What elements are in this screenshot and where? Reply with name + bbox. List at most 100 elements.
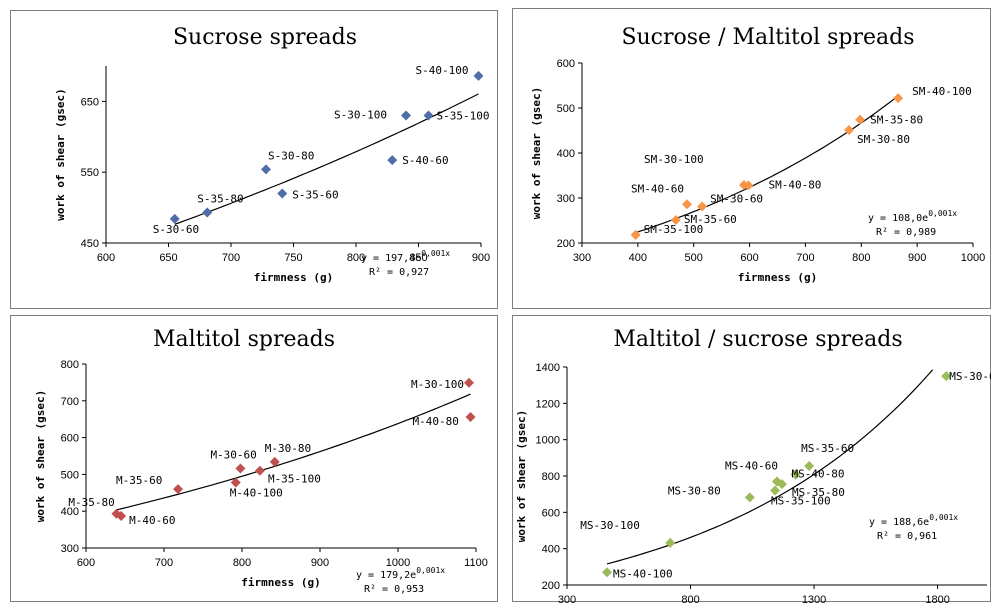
data-point: [423, 110, 434, 121]
data-point: [473, 70, 484, 81]
trend-equation: y = 108,0e0,001x: [868, 209, 957, 224]
chart-svg: Sucrose spreads 600 650 700 750 800 850 900 450 5…: [54, 25, 490, 284]
point-label: S-35-100: [437, 110, 490, 123]
chart-svg: Maltitol / sucrose spreads 300 800 1300 1800…: [515, 327, 991, 603]
data-point: [465, 411, 476, 422]
x-tick-label: 300: [573, 252, 591, 264]
point-label: SM-30-60: [710, 193, 763, 206]
chart-title: Sucrose spreads: [173, 25, 357, 50]
data-point: [670, 215, 681, 226]
data-point: [261, 164, 271, 175]
data-point: [770, 485, 781, 496]
data-point: [230, 477, 241, 488]
point-label: SM-40-100: [912, 85, 972, 98]
data-point: [202, 207, 213, 218]
x-axis-label: firmness (g): [254, 271, 333, 284]
data-point: [744, 492, 755, 503]
chart-svg: Sucrose / Maltitol spreads 300 400 500 600 70…: [530, 25, 985, 284]
x-tick-label: 800: [681, 594, 699, 603]
y-axis-label: work of shear (gsec): [515, 410, 528, 542]
x-tick-label: 800: [347, 252, 365, 264]
trend-equation: y = 197,4e0,001x: [361, 249, 450, 264]
y-tick-label: 1200: [536, 398, 560, 410]
data-point: [743, 180, 754, 191]
r-squared: R² = 0,989: [876, 227, 936, 238]
y-tick-label: 800: [61, 359, 79, 371]
x-tick-label: 850: [409, 252, 427, 264]
point-label: MS-35-80: [792, 486, 845, 499]
data-point: [602, 567, 613, 578]
y-tick-label: 300: [557, 193, 575, 205]
y-tick-label: 500: [61, 469, 79, 481]
x-tick-label: 600: [77, 557, 95, 569]
x-tick-label: 800: [852, 252, 870, 264]
y-axis-label: work of shear (gsec): [530, 87, 543, 219]
chart-title: Maltitol / sucrose spreads: [613, 327, 902, 352]
point-label: SM-35-100: [644, 223, 704, 236]
y-tick-label: 650: [81, 96, 99, 108]
data-point: [630, 229, 641, 240]
r-squared: R² = 0,961: [877, 531, 937, 542]
y-tick-label: 600: [542, 507, 560, 519]
data-point: [387, 155, 398, 166]
y-tick-label: 700: [61, 396, 79, 408]
y-tick-label: 500: [557, 103, 575, 115]
x-tick-label: 600: [97, 252, 115, 264]
x-axis-label: firmness (g): [241, 576, 320, 589]
data-point: [401, 110, 411, 121]
y-tick-label: 200: [542, 580, 560, 592]
point-label: MS-40-60: [725, 459, 778, 472]
point-label: SM-35-60: [684, 213, 737, 226]
data-point: [277, 188, 288, 199]
x-tick-label: 900: [311, 557, 329, 569]
y-tick-label: 600: [61, 433, 79, 445]
x-tick-label: 1800: [925, 594, 949, 603]
y-tick-label: 400: [557, 148, 575, 160]
point-label: MS-40-100: [613, 567, 673, 580]
y-tick-label: 1000: [536, 435, 560, 447]
point-label: S-30-100: [334, 109, 387, 122]
chart-panel-maltitol: Maltitol spreads 600 700 800 900 1000 1100 300 4…: [10, 315, 498, 602]
point-label: SM-30-100: [644, 153, 704, 166]
point-label: M-35-80: [68, 496, 114, 509]
x-tick-label: 300: [558, 594, 576, 603]
point-label: SM-30-80: [857, 133, 910, 146]
x-tick-label: 1000: [961, 252, 985, 264]
x-axis-label: firmness (g): [738, 271, 817, 284]
trend-equation-exponent: 0,001x: [929, 513, 958, 522]
data-point: [463, 377, 474, 388]
point-label: S-35-60: [292, 188, 338, 201]
data-point: [269, 456, 280, 467]
data-point: [254, 465, 265, 476]
data-point: [682, 199, 693, 210]
x-tick-label: 700: [222, 252, 240, 264]
y-tick-label: 400: [61, 506, 79, 518]
x-tick-label: 900: [472, 252, 490, 264]
y-tick-label: 300: [61, 543, 79, 555]
y-axis-label: work of shear (gsec): [54, 88, 67, 220]
x-tick-label: 1100: [464, 557, 488, 569]
x-tick-label: 600: [740, 252, 758, 264]
trend-equation-exponent: 0,001x: [416, 566, 445, 575]
y-tick-label: 200: [557, 238, 575, 250]
trendline: [606, 369, 934, 565]
data-point: [855, 114, 866, 125]
point-label: M-35-60: [116, 474, 162, 487]
r-squared: R² = 0,953: [364, 584, 424, 595]
point-label: S-30-60: [153, 223, 199, 236]
point-label: SM-40-80: [768, 178, 821, 191]
chart-panel-maltitol-sucrose: Maltitol / sucrose spreads 300 800 1300 1800…: [512, 315, 991, 603]
y-tick-label: 1400: [536, 362, 560, 374]
x-tick-label: 400: [629, 252, 647, 264]
point-label: MS-35-60: [801, 442, 854, 455]
point-label: M-30-100: [411, 378, 464, 391]
point-label: M-30-80: [265, 442, 311, 455]
point-label: MS-30-100: [580, 519, 640, 532]
point-label: SM-35-80: [870, 114, 923, 127]
data-point: [776, 479, 787, 490]
trend-equation: y = 188,6e0,001x: [869, 513, 958, 528]
point-label: S-35-80: [197, 193, 243, 206]
y-tick-label: 600: [557, 58, 575, 70]
trendline: [635, 95, 899, 234]
point-label: MS-30-80: [668, 484, 721, 497]
